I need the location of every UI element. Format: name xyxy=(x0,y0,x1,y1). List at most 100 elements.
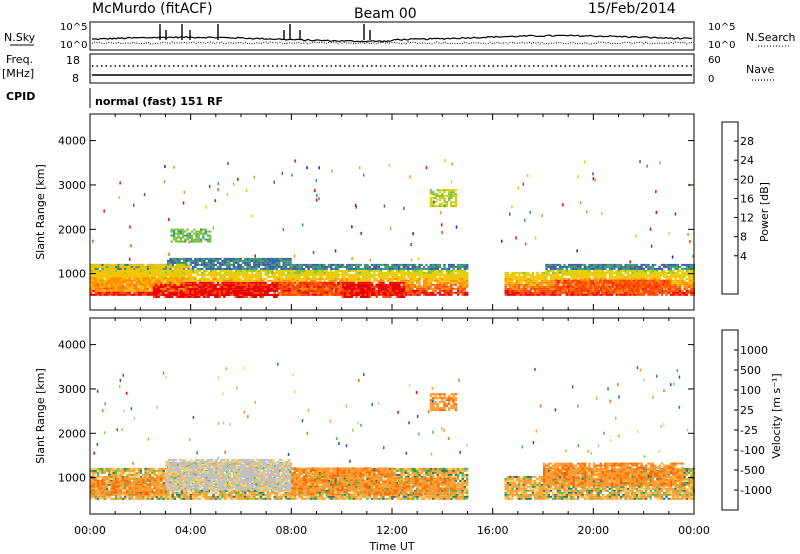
heatmap-cell xyxy=(382,293,385,296)
heatmap-cell xyxy=(343,277,347,280)
heatmap-cell xyxy=(463,275,467,278)
heatmap-cell xyxy=(364,277,367,280)
heatmap-cell xyxy=(316,273,319,276)
heatmap-cell xyxy=(268,286,271,289)
heatmap-cell xyxy=(268,271,272,274)
heatmap-cell xyxy=(343,265,347,268)
heatmap-cell xyxy=(663,263,666,266)
heatmap-cell xyxy=(545,293,548,296)
heatmap-cell xyxy=(350,290,354,292)
heatmap-cell xyxy=(94,285,97,288)
heatmap-cell xyxy=(540,277,544,280)
heatmap-cell xyxy=(690,281,693,284)
heatmap-cell xyxy=(264,261,267,264)
heatmap-cell xyxy=(615,273,618,276)
heatmap-cell xyxy=(289,269,292,272)
heatmap-cell xyxy=(609,287,613,290)
heatmap-cell xyxy=(214,294,217,296)
heatmap-cell xyxy=(651,269,655,272)
heatmap-cell xyxy=(522,287,525,290)
heatmap-cell xyxy=(232,279,236,282)
heatmap-cell xyxy=(203,277,206,280)
heatmap-cell xyxy=(391,271,394,274)
heatmap-cell xyxy=(423,287,426,290)
heatmap-cell xyxy=(284,263,288,266)
heatmap-cell xyxy=(171,276,174,279)
heatmap-cell xyxy=(314,263,317,266)
heatmap-cell xyxy=(678,289,682,292)
nsearch-tick-high: 10^5 xyxy=(708,22,735,33)
heatmap-cell xyxy=(429,287,433,290)
heatmap-cell xyxy=(225,269,229,272)
heatmap-cell xyxy=(639,283,642,286)
heatmap-cell xyxy=(515,283,519,286)
heatmap-cell xyxy=(434,289,437,292)
heatmap-cell xyxy=(416,287,419,290)
heatmap-cell xyxy=(678,275,682,278)
heatmap-cell xyxy=(402,265,405,268)
heatmap-cell xyxy=(237,277,240,280)
heatmap-cell xyxy=(626,269,630,272)
heatmap-cell xyxy=(660,263,664,266)
heatmap-cell xyxy=(275,265,279,268)
heatmap-cell xyxy=(273,265,276,268)
heatmap-cell xyxy=(151,281,154,284)
heatmap-cell xyxy=(373,294,376,296)
heatmap-cell xyxy=(569,287,572,290)
heatmap-cell xyxy=(635,273,639,276)
heatmap-cell xyxy=(214,279,217,282)
heatmap-cell xyxy=(223,294,226,296)
heatmap-cell xyxy=(529,285,532,288)
heatmap-cell xyxy=(634,279,638,282)
heatmap-cell xyxy=(259,296,262,298)
heatmap-cell xyxy=(545,281,548,284)
heatmap-cell xyxy=(552,267,555,270)
heatmap-cell xyxy=(153,283,156,286)
heatmap-cell xyxy=(94,287,97,290)
heatmap-cell xyxy=(556,267,559,270)
heatmap-cell xyxy=(266,288,269,290)
heatmap-cell xyxy=(223,269,226,272)
heatmap-cell xyxy=(589,289,592,292)
heatmap-cell xyxy=(561,277,564,280)
heatmap-cell xyxy=(518,279,521,282)
heatmap-cell xyxy=(364,296,367,298)
heatmap-cell xyxy=(308,289,311,292)
heatmap-cell xyxy=(290,293,293,296)
heatmap-cell xyxy=(164,281,168,284)
heatmap-cell xyxy=(644,263,648,266)
heatmap-cell xyxy=(570,267,573,270)
heatmap-cell xyxy=(225,263,229,266)
heatmap-cell xyxy=(436,287,439,290)
heatmap-cell xyxy=(169,281,172,284)
heatmap-cell xyxy=(94,289,97,292)
heatmap-cell xyxy=(332,275,335,278)
heatmap-cell xyxy=(309,279,313,282)
heatmap-cell xyxy=(368,292,372,294)
heatmap-cell xyxy=(379,293,383,296)
heatmap-cell xyxy=(176,261,179,264)
heatmap-cell xyxy=(377,279,381,282)
heatmap-cell xyxy=(366,289,369,292)
heatmap-cell xyxy=(438,197,442,200)
heatmap-cell xyxy=(391,277,394,280)
heatmap-cell xyxy=(293,269,297,272)
heatmap-cell xyxy=(644,273,648,276)
heatmap-cell xyxy=(685,277,689,280)
heatmap-cell xyxy=(623,287,626,290)
heatmap-cell xyxy=(674,287,677,290)
heatmap-cell xyxy=(445,267,448,270)
heatmap-cell xyxy=(282,261,285,264)
heatmap-cell xyxy=(218,296,221,298)
heatmap-cell xyxy=(191,290,194,292)
heatmap-cell xyxy=(423,271,426,274)
heatmap-cell xyxy=(168,286,172,289)
heatmap-cell xyxy=(506,279,510,282)
heatmap-cell xyxy=(316,271,319,274)
heatmap-cell xyxy=(169,279,172,282)
heatmap-cell xyxy=(634,285,638,288)
heatmap-cell xyxy=(171,277,174,280)
heatmap-cell xyxy=(114,274,118,277)
heatmap-cell xyxy=(436,193,439,196)
heatmap-cell xyxy=(452,193,455,196)
